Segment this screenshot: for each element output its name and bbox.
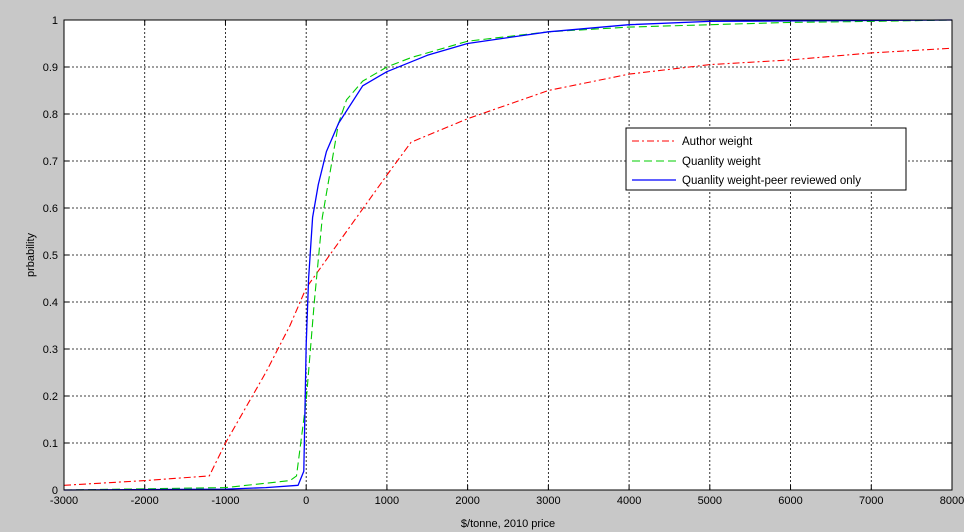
y-tick-label: 0.3 bbox=[43, 344, 58, 356]
y-tick-label: 0.7 bbox=[43, 156, 58, 168]
x-tick-label: 4000 bbox=[617, 495, 641, 507]
x-tick-label: 5000 bbox=[698, 495, 722, 507]
y-tick-label: 0.6 bbox=[43, 203, 58, 215]
x-tick-label: -3000 bbox=[50, 495, 78, 507]
x-tick-label: 0 bbox=[303, 495, 309, 507]
y-tick-label: 0.9 bbox=[43, 62, 58, 74]
series-line-0 bbox=[63, 47, 953, 486]
x-tick-label: -2000 bbox=[131, 495, 159, 507]
legend-label-author-weight: Author weight bbox=[682, 136, 753, 148]
x-tick-label: 7000 bbox=[859, 495, 883, 507]
x-tick-label: 6000 bbox=[778, 495, 802, 507]
y-tick-label: 1 bbox=[52, 15, 58, 27]
x-tick-label: 8000 bbox=[940, 495, 964, 507]
x-tick-label: 3000 bbox=[536, 495, 560, 507]
grid-lines bbox=[64, 20, 952, 490]
y-tick-label: 0.1 bbox=[43, 438, 58, 450]
x-tick-label: 1000 bbox=[375, 495, 399, 507]
y-ticks: 0 0.1 0.2 0.3 0.4 0.5 0.6 0.7 0.8 0.9 1 bbox=[43, 15, 952, 497]
x-ticks: -3000 -2000 -1000 0 1000 2000 3000 4000 5000 6000… bbox=[50, 20, 964, 507]
y-tick-label: 0 bbox=[52, 485, 58, 497]
legend-label-peer-reviewed: Quanlity weight-peer reviewed only bbox=[682, 175, 861, 187]
y-tick-label: 0.8 bbox=[43, 109, 58, 121]
series-line-1 bbox=[63, 19, 953, 491]
series-line-2 bbox=[63, 19, 953, 491]
series-lines bbox=[63, 19, 953, 491]
y-tick-label: 0.4 bbox=[43, 297, 58, 309]
x-tick-label: -1000 bbox=[211, 495, 239, 507]
y-tick-label: 0.5 bbox=[43, 250, 58, 262]
plot-frame bbox=[63, 19, 953, 491]
legend: Author weight Quanlity weight Quanlity w… bbox=[625, 127, 907, 191]
y-tick-label: 0.2 bbox=[43, 391, 58, 403]
x-axis-label: $/tonne, 2010 price bbox=[461, 518, 555, 530]
legend-label-quanlity-weight: Quanlity weight bbox=[682, 156, 761, 168]
y-axis-label: prbability bbox=[25, 232, 37, 277]
x-tick-label: 2000 bbox=[455, 495, 479, 507]
